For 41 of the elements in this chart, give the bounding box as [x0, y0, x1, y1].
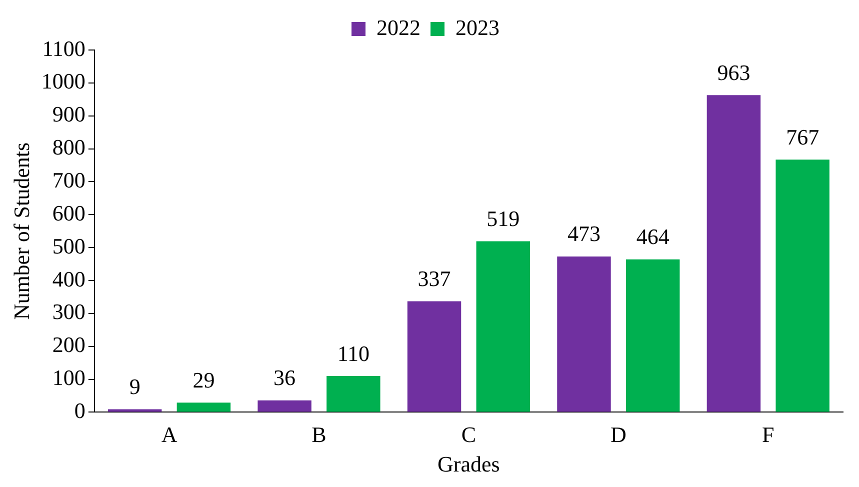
y-tick-label: 200: [52, 332, 86, 358]
y-tick-label: 100: [52, 365, 86, 390]
y-tick-label: 800: [52, 134, 86, 160]
x-tick-label: A: [161, 422, 178, 448]
bar: [706, 95, 761, 412]
data-label: 9: [129, 374, 140, 400]
x-axis-title: Grades: [438, 452, 500, 477]
y-tick-label: 300: [52, 299, 86, 324]
bar: [776, 160, 830, 412]
y-tick-label: 700: [52, 167, 86, 192]
data-label: 337: [418, 266, 451, 292]
bar: [557, 256, 611, 412]
bar: [258, 400, 312, 412]
legend-label: 2023: [456, 14, 500, 40]
y-tick-label: 0: [74, 398, 86, 423]
data-label: 767: [786, 124, 820, 150]
y-tick-label: 900: [52, 102, 86, 127]
y-tick-label: 400: [52, 266, 86, 292]
data-label: 473: [567, 221, 600, 246]
data-label: 36: [274, 365, 296, 390]
y-tick-label: 500: [52, 233, 86, 258]
x-tick-label: D: [610, 422, 626, 448]
bar: [476, 241, 530, 412]
data-label: 519: [486, 206, 520, 232]
data-label: 963: [717, 60, 750, 85]
bar: [407, 301, 462, 412]
bar: [626, 259, 680, 412]
x-tick-label: B: [312, 422, 326, 448]
data-label: 464: [636, 224, 670, 250]
y-tick-label: 600: [52, 200, 86, 226]
y-axis-title: Number of Students: [8, 142, 34, 320]
data-label: 110: [337, 340, 370, 366]
y-tick-label: 1100: [42, 36, 86, 61]
y-tick-label: 1000: [41, 68, 86, 94]
data-label: 29: [192, 367, 215, 392]
x-tick-label: C: [461, 422, 476, 448]
x-tick-label: F: [762, 422, 774, 448]
bar: [326, 376, 380, 412]
legend-label: 2022: [376, 14, 420, 40]
bar: [108, 409, 162, 412]
bar: [176, 402, 231, 412]
